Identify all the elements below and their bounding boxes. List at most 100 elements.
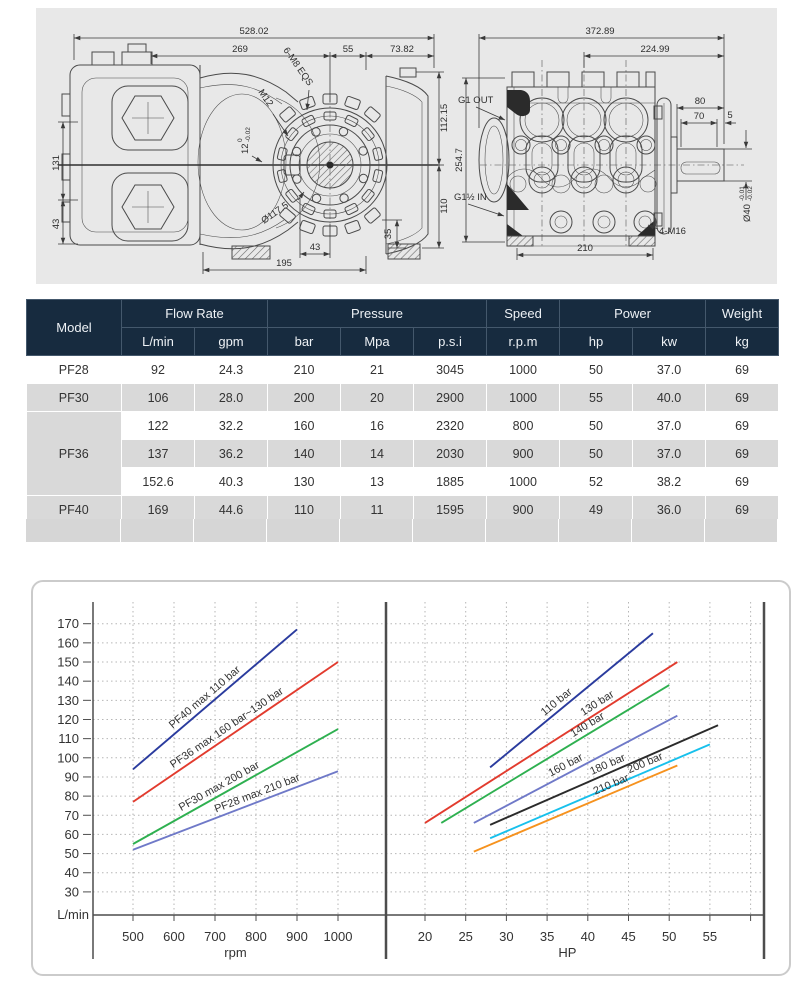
column-header-kw: kw: [631, 327, 707, 356]
cell-model: PF30: [26, 383, 122, 412]
cell-model: PF40: [26, 495, 122, 524]
table-cell: 69: [705, 411, 780, 440]
label-key-width: 12 0 -0.02: [237, 127, 252, 154]
x-axis-label: HP: [558, 945, 576, 960]
column-header-lmin: L/min: [121, 327, 195, 356]
dim-35: 35: [383, 229, 394, 240]
series-line: [489, 743, 711, 840]
chart-flow-vs-rpm: 30 40 50 60 70 80 90 100 110 120 130 140 150 160 170 50…: [57, 602, 386, 960]
label-4-m16: 4-M16: [659, 226, 686, 237]
column-header-hp: hp: [559, 327, 633, 356]
empty-cell: [559, 519, 632, 542]
column-header-kg: kg: [705, 327, 780, 356]
table-cell: 28.0: [194, 383, 268, 412]
dim-131: 131: [51, 155, 62, 171]
table-cell: 69: [705, 495, 780, 524]
y-tick-label: 50: [65, 846, 79, 861]
table-cell: 3045: [413, 355, 487, 384]
table-row: PF28 92 24.3 210 21 3045 1000 50 37.0 69: [26, 355, 780, 384]
y-tick-label: 40: [65, 865, 79, 880]
table-row: 137 36.2 140 14 2030 900 50 37.0 69: [27, 439, 780, 468]
y-tick-label: 160: [57, 635, 79, 650]
y-tick-label: 110: [58, 731, 79, 746]
column-header-speed: Speed: [486, 299, 560, 328]
table-cell: 16: [340, 411, 414, 440]
label-bolt-circle: 6-M8 EQS: [281, 45, 315, 88]
table-cell: 130: [267, 467, 341, 496]
technical-drawings-panel: 528.02 269 55 73.82 131 43 112.15 110 3: [36, 8, 777, 284]
x-tick-label: 45: [621, 929, 635, 944]
table-cell: 106: [121, 383, 195, 412]
table-cell: 140: [267, 439, 341, 468]
table-cell: 37.0: [632, 439, 707, 468]
x-tick-label: 700: [204, 929, 226, 944]
x-tick-label: 900: [286, 929, 308, 944]
dim-5: 5: [727, 110, 732, 121]
dim-269: 269: [232, 44, 248, 55]
side-view-dimensions: 528.02 269 55 73.82 131 43 112.15 110 3: [51, 26, 450, 274]
dim-195: 195: [276, 258, 292, 269]
dim-total-width: 372.89: [585, 26, 614, 37]
svg-text:-0.01: -0.01: [739, 186, 746, 201]
x-tick-label: 600: [163, 929, 185, 944]
x-tick-label: 20: [418, 929, 432, 944]
table-cell: 52: [559, 467, 633, 496]
table-cell: 92: [121, 355, 195, 384]
x-axis-label: rpm: [224, 945, 246, 960]
svg-text:-0.02: -0.02: [245, 127, 252, 142]
y-tick-label: 80: [65, 789, 79, 804]
series-line: [473, 764, 678, 853]
series-label: PF36 max 160 bar~130 bar: [168, 685, 286, 771]
performance-chart-panel: 30 40 50 60 70 80 90 100 110 120 130 140 150 160 170 50…: [31, 580, 791, 976]
y-tick-label: 30: [65, 884, 79, 899]
empty-cell: [413, 519, 486, 542]
label-flange-dia: Ø117.5: [259, 200, 290, 226]
cell-model: PF28: [26, 355, 122, 384]
table-cell: 800: [486, 411, 560, 440]
label-outlet: G1 OUT: [458, 95, 494, 106]
series-line: [132, 661, 339, 803]
column-header-bar: bar: [267, 327, 341, 356]
empty-cell: [194, 519, 267, 542]
label-inlet: G1½ IN: [454, 192, 487, 203]
series-line: [489, 632, 654, 769]
dim-70: 70: [694, 111, 705, 122]
dim-210: 210: [577, 243, 593, 254]
column-header-gpm: gpm: [194, 327, 268, 356]
series-line: [440, 684, 670, 824]
y-tick-label: 60: [65, 827, 79, 842]
dim-55: 55: [343, 44, 354, 55]
cell-model: PF36: [26, 411, 122, 496]
dim-254-7: 254.7: [454, 148, 465, 172]
svg-text:12: 12: [240, 143, 251, 154]
table-cell: 1885: [413, 467, 487, 496]
y-tick-label: 140: [57, 674, 79, 689]
x-tick-label: 25: [458, 929, 472, 944]
table-cell: 137: [121, 439, 195, 468]
dim-43-left: 43: [51, 219, 62, 230]
column-header-pressure: Pressure: [267, 299, 487, 328]
label-m12: M12: [256, 87, 276, 108]
table-cell: 900: [486, 439, 560, 468]
empty-cell: [26, 519, 121, 542]
empty-table-row: [26, 519, 778, 542]
table-cell: 55: [559, 383, 633, 412]
x-tick-label: 500: [122, 929, 144, 944]
x-tick-label: 55: [703, 929, 717, 944]
table-cell: 38.2: [632, 467, 707, 496]
y-tick-label: 150: [57, 655, 79, 670]
table-header-row-units: L/min gpm bar Mpa p.s.i r.p.m hp kw kg: [27, 327, 780, 356]
table-cell: 2320: [413, 411, 487, 440]
column-header-weight: Weight: [705, 299, 780, 328]
empty-cell: [121, 519, 194, 542]
empty-cell: [340, 519, 413, 542]
table-cell: 210: [267, 355, 341, 384]
column-header-model: Model: [26, 299, 122, 356]
drawing-side-view: 528.02 269 55 73.82 131 43 112.15 110 3: [51, 26, 450, 274]
column-header-psi: p.s.i: [413, 327, 487, 356]
table-cell: 32.2: [194, 411, 268, 440]
table-cell: 13: [340, 467, 414, 496]
empty-cell: [486, 519, 559, 542]
table-cell: 152.6: [121, 467, 195, 496]
